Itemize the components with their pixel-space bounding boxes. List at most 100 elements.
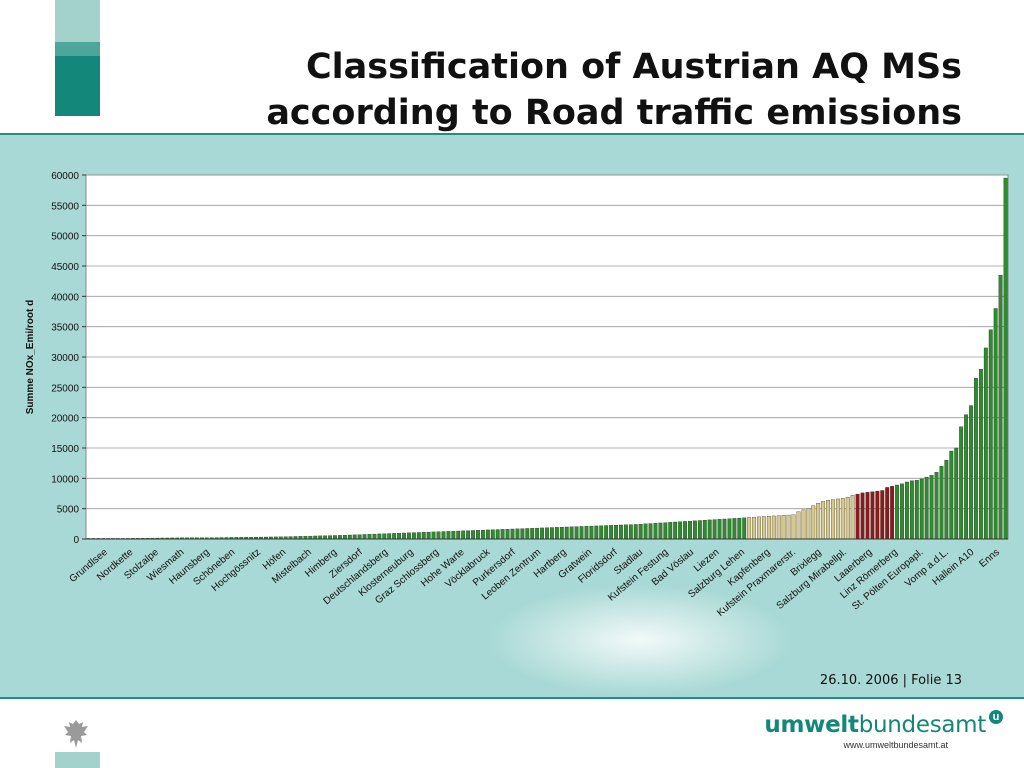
bar [737, 517, 742, 540]
bar [540, 527, 544, 540]
bar [791, 514, 796, 540]
bar [658, 522, 663, 540]
footer-date-slide: 26.10. 2006 | Folie 13 [819, 673, 962, 688]
bar [929, 475, 934, 540]
bar [974, 378, 978, 540]
tab-mid-block [55, 42, 100, 56]
tab-dark-block: u [55, 56, 100, 165]
bar [697, 520, 702, 540]
y-tick-label: 25000 [51, 383, 79, 394]
austrian-eagle-icon [64, 720, 88, 748]
brand-wordmark: umweltbundesamt [764, 712, 986, 738]
bar [727, 518, 732, 540]
bar [407, 532, 411, 540]
bar [456, 530, 461, 540]
bar [362, 534, 367, 540]
bar [495, 529, 500, 540]
bar [914, 480, 919, 540]
bar [855, 493, 860, 540]
bar [762, 516, 766, 540]
bar [584, 526, 589, 540]
bar [426, 531, 431, 540]
y-tick-label: 30000 [51, 353, 79, 364]
y-tick-label: 0 [73, 535, 79, 546]
bar [623, 524, 628, 540]
bar [1003, 177, 1008, 540]
bar [490, 529, 495, 540]
bar [865, 492, 870, 540]
bar [342, 535, 347, 540]
bar [722, 518, 727, 540]
bar [969, 405, 973, 540]
bar [806, 508, 811, 540]
bar [692, 520, 697, 540]
bar [688, 520, 692, 540]
y-tick-label: 60000 [51, 171, 79, 182]
bar [535, 527, 540, 540]
bar [367, 534, 372, 540]
bar [702, 520, 707, 540]
bar [599, 525, 604, 540]
bar [387, 533, 392, 540]
bar [550, 527, 554, 540]
bar [628, 524, 633, 540]
bar [712, 519, 717, 540]
bar [949, 450, 954, 540]
bar [609, 525, 614, 540]
y-axis-label: Summe NOx_Emi/root d [25, 300, 36, 414]
bar [983, 347, 988, 540]
bar [347, 534, 352, 540]
bar [954, 447, 959, 540]
bar [471, 530, 475, 540]
tab-light-block [55, 0, 100, 42]
bar [840, 498, 845, 540]
chart-band: 0 5000 10000 15000 20000 25000 30000 35000 40000… [0, 133, 1024, 699]
brand-bold-part: umwelt [764, 712, 859, 738]
bar [890, 486, 895, 540]
bar [446, 531, 451, 540]
bar [717, 519, 722, 540]
bar [377, 533, 382, 540]
bar [880, 490, 885, 540]
bar [707, 519, 712, 540]
bottom-tab-bar [55, 752, 100, 768]
bar-chart: 0 5000 10000 15000 20000 25000 30000 35000 40000… [25, 171, 1009, 695]
bar [554, 527, 559, 540]
bar [786, 514, 791, 540]
bar [604, 525, 609, 540]
bar [964, 414, 969, 540]
y-tick-label: 55000 [51, 201, 79, 212]
bar [579, 526, 584, 540]
bar [909, 480, 914, 540]
bar [436, 531, 441, 540]
bar [564, 526, 569, 540]
bar [421, 532, 426, 540]
bar [333, 535, 337, 540]
y-tick-label: 50000 [51, 232, 79, 243]
y-tick-label: 5000 [57, 505, 80, 516]
bar [757, 516, 761, 540]
bar [742, 517, 747, 540]
bar [545, 527, 549, 540]
bar [648, 523, 653, 540]
bar [638, 523, 643, 540]
bar [900, 483, 904, 540]
bar [683, 521, 687, 540]
bar [781, 515, 786, 540]
bar [776, 515, 781, 540]
bar [885, 487, 890, 540]
bar [431, 531, 436, 540]
brand-u-icon: u [989, 710, 1003, 724]
bar [747, 517, 752, 540]
brand-regular-part: bundesamt [858, 712, 987, 738]
bar [826, 500, 830, 540]
bar [934, 472, 939, 540]
bar [678, 521, 683, 540]
bar [850, 495, 855, 540]
slide-title-line-1: Classification of Austrian AQ MSs [305, 47, 962, 87]
bar [939, 466, 944, 540]
bar [520, 528, 525, 540]
bar [643, 523, 648, 540]
bar [614, 525, 618, 540]
bar [397, 533, 402, 540]
